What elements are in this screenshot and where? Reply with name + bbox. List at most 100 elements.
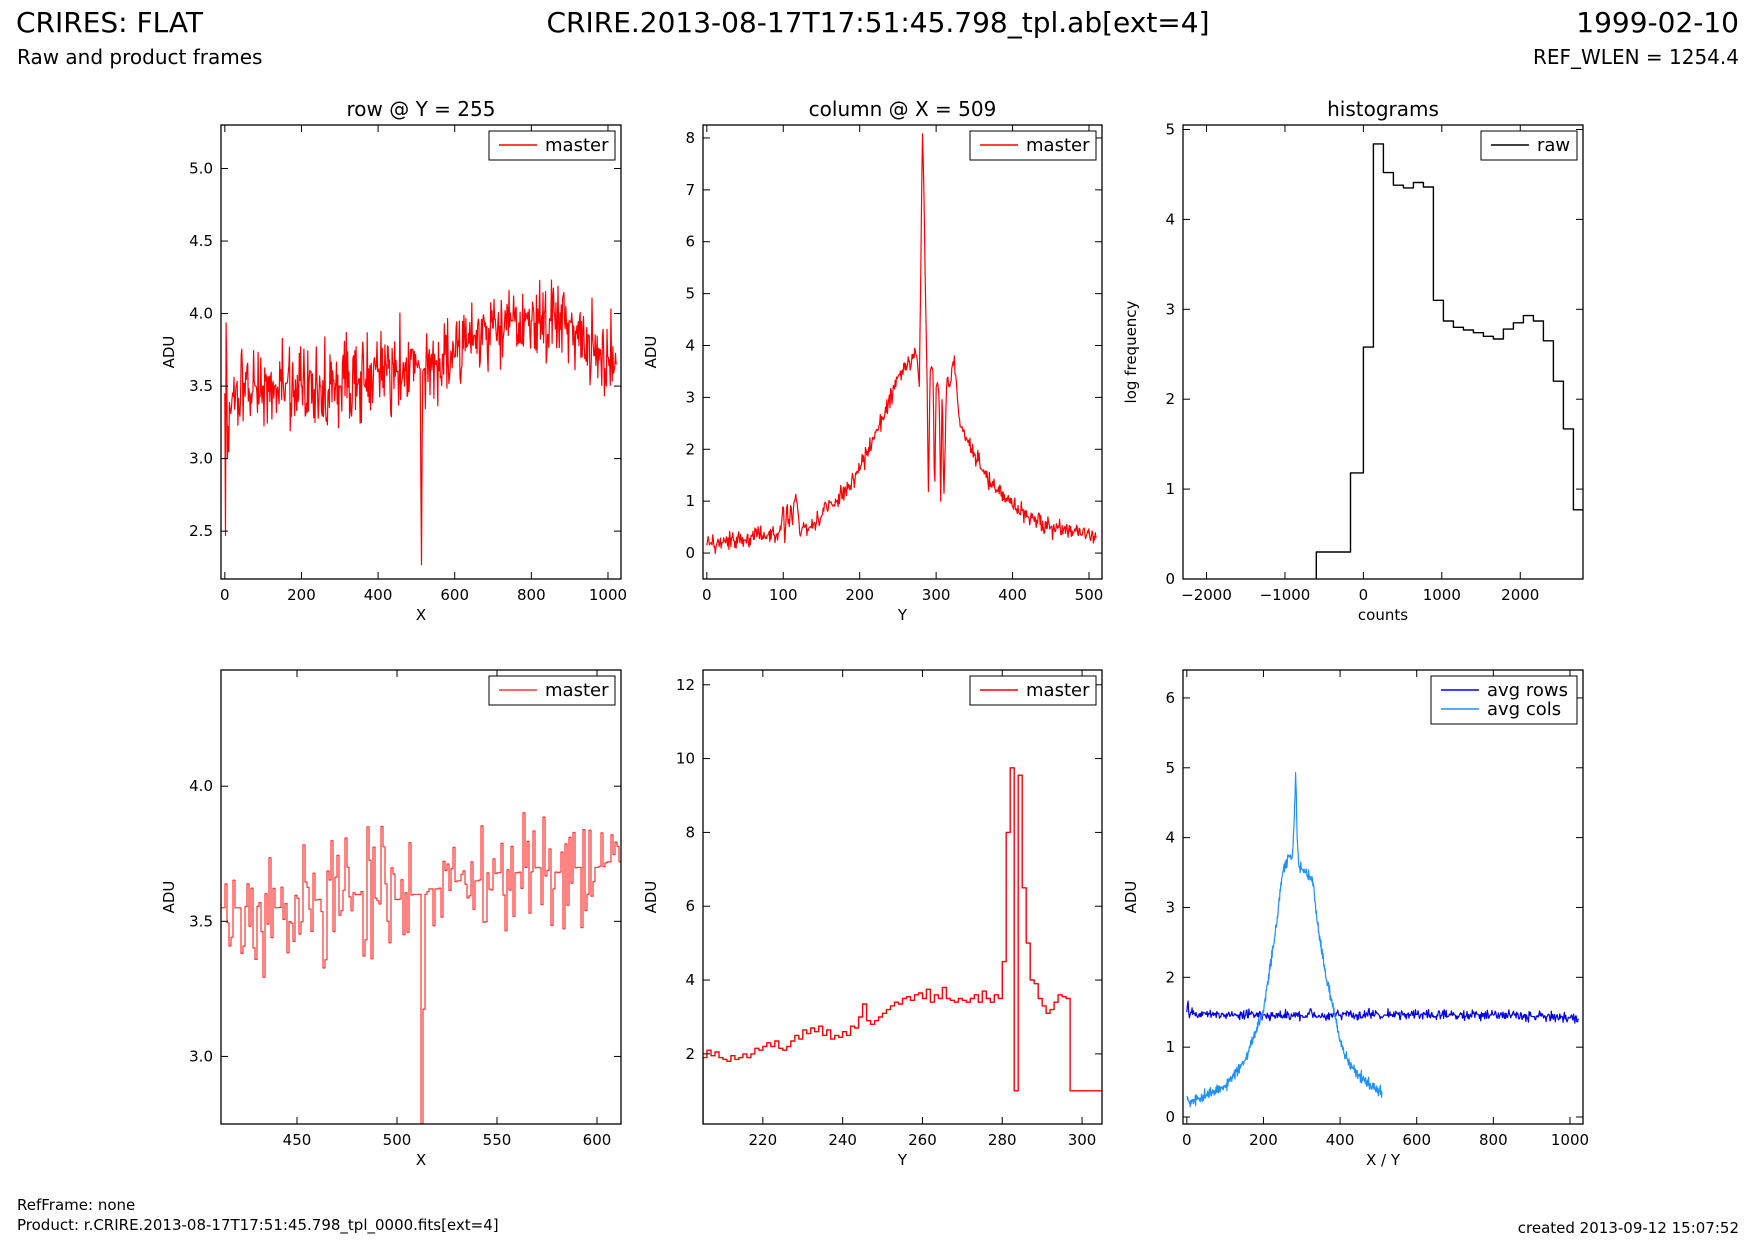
y-axis-label: ADU: [160, 881, 178, 914]
report-subtitle: Raw and product frames: [17, 45, 263, 69]
x-tick-label: 450: [283, 1131, 312, 1149]
legend: master: [969, 675, 1097, 706]
y-tick-label: 0: [685, 544, 695, 562]
x-tick-label: 600: [1402, 1131, 1431, 1149]
x-tick-label: 240: [828, 1131, 857, 1149]
panel-title: histograms: [1327, 97, 1439, 121]
y-tick-label: 2: [1165, 968, 1175, 986]
y-tick-label: 3: [685, 388, 695, 406]
legend-label: master: [545, 135, 609, 156]
x-tick-label: 800: [1479, 1131, 1508, 1149]
series-group: [224, 279, 618, 566]
x-tick-label: 400: [1326, 1131, 1355, 1149]
y-tick-label: 2.5: [189, 522, 213, 540]
y-tick-label: 3.0: [189, 450, 213, 468]
y-tick-label: 5: [1165, 759, 1175, 777]
y-tick-label: 4: [1165, 829, 1175, 847]
x-axis-label: X: [416, 1151, 426, 1169]
y-tick-label: 10: [676, 750, 695, 768]
x-tick-label: 600: [583, 1131, 612, 1149]
y-tick-label: 5: [1165, 120, 1175, 138]
panel-6: 0 200 400 600 800 1000 0 1 2 3 4 5 6 X / Y ADU avg rows…: [1122, 669, 1589, 1169]
panel-2: 0 100 200 300 400 500 0 1 2 3 4 5 6 7 8 column @ X = 50…: [642, 97, 1103, 624]
series-group: [703, 767, 1102, 1124]
y-tick-label: 4: [685, 337, 695, 355]
y-tick-label: 1: [1165, 1038, 1175, 1056]
series-line-master: [703, 767, 1102, 1124]
x-tick-label: 0: [1359, 586, 1369, 604]
series-group: [1186, 772, 1579, 1108]
series-line-master: [706, 133, 1097, 555]
panel-5: 220 240 260 280 300 2 4 6 8 10 12 Y ADU master: [642, 669, 1103, 1169]
x-tick-label: 200: [845, 586, 874, 604]
x-tick-label: 600: [440, 586, 469, 604]
panel-title: row @ Y = 255: [347, 97, 496, 121]
x-axis-label: Y: [897, 606, 908, 624]
x-tick-label: −1000: [1260, 586, 1311, 604]
y-tick-label: 6: [685, 897, 695, 915]
y-tick-label: 6: [1165, 689, 1175, 707]
plot-frame: [702, 124, 1103, 580]
x-axis-label: counts: [1358, 606, 1408, 624]
panel-4: 450 500 550 600 3.0 3.5 4.0 X ADU master: [160, 669, 622, 1169]
plot-frame: [1182, 669, 1584, 1125]
y-tick-label: 0: [1165, 1108, 1175, 1126]
x-tick-label: 400: [364, 586, 393, 604]
y-tick-label: 8: [685, 823, 695, 841]
y-axis-label: log frequency: [1122, 300, 1140, 403]
series-line-raw: [1315, 143, 1583, 579]
y-tick-label: 1: [1165, 480, 1175, 498]
y-tick-label: 4: [1165, 210, 1175, 228]
x-tick-label: 500: [383, 1131, 412, 1149]
y-axis-label: ADU: [642, 881, 660, 914]
legend-label: avg cols: [1487, 699, 1561, 720]
x-tick-label: 1000: [589, 586, 627, 604]
plot-frame: [702, 669, 1103, 1125]
x-tick-label: 300: [1068, 1131, 1097, 1149]
x-tick-label: 2000: [1501, 586, 1539, 604]
x-tick-label: 0: [220, 586, 230, 604]
y-tick-label: 7: [685, 181, 695, 199]
y-tick-label: 6: [685, 233, 695, 251]
legend: master: [488, 675, 616, 706]
x-tick-label: 100: [769, 586, 798, 604]
y-tick-label: 3.5: [189, 912, 213, 930]
x-tick-label: 280: [988, 1131, 1017, 1149]
x-axis-label: X / Y: [1366, 1151, 1401, 1169]
x-tick-label: 800: [517, 586, 546, 604]
ref-frame-note: RefFrame: none: [17, 1196, 136, 1214]
legend-label: raw: [1537, 135, 1570, 156]
legend: master: [488, 130, 616, 161]
x-tick-label: −2000: [1181, 586, 1232, 604]
y-axis-label: ADU: [160, 336, 178, 369]
x-tick-label: 0: [1182, 1131, 1192, 1149]
y-tick-label: 4: [685, 971, 695, 989]
y-tick-label: 4.5: [189, 232, 213, 250]
y-tick-label: 4.0: [189, 305, 213, 323]
series-line-master: [221, 812, 621, 1124]
series-group: [1315, 143, 1583, 579]
y-tick-label: 12: [676, 676, 695, 694]
legend-label: master: [545, 680, 609, 701]
series-line-avg-rows: [1186, 1000, 1579, 1024]
plot-frame: [220, 669, 622, 1125]
x-axis-label: X: [416, 606, 426, 624]
series-line-avg-cols: [1186, 772, 1383, 1108]
product-note: Product: r.CRIRE.2013-08-17T17:51:45.798…: [17, 1216, 499, 1234]
legend-label: master: [1026, 135, 1090, 156]
y-tick-label: 5.0: [189, 160, 213, 178]
file-name: CRIRE.2013-08-17T17:51:45.798_tpl.ab[ext…: [546, 6, 1210, 39]
plot-frame: [220, 124, 622, 580]
x-tick-label: 200: [1249, 1131, 1278, 1149]
y-tick-label: 3: [1165, 300, 1175, 318]
ref-wavelength: REF_WLEN = 1254.4: [1532, 45, 1739, 69]
report-title: CRIRES: FLAT: [16, 6, 203, 39]
y-tick-label: 5: [685, 285, 695, 303]
panel-3: −2000 −1000 0 1000 2000 0 1 2 3 4 5 histograms count…: [1122, 97, 1584, 624]
x-tick-label: 0: [702, 586, 712, 604]
y-tick-label: 3.0: [189, 1047, 213, 1065]
y-axis-label: ADU: [642, 336, 660, 369]
x-tick-label: 220: [749, 1131, 778, 1149]
y-tick-label: 2: [685, 440, 695, 458]
